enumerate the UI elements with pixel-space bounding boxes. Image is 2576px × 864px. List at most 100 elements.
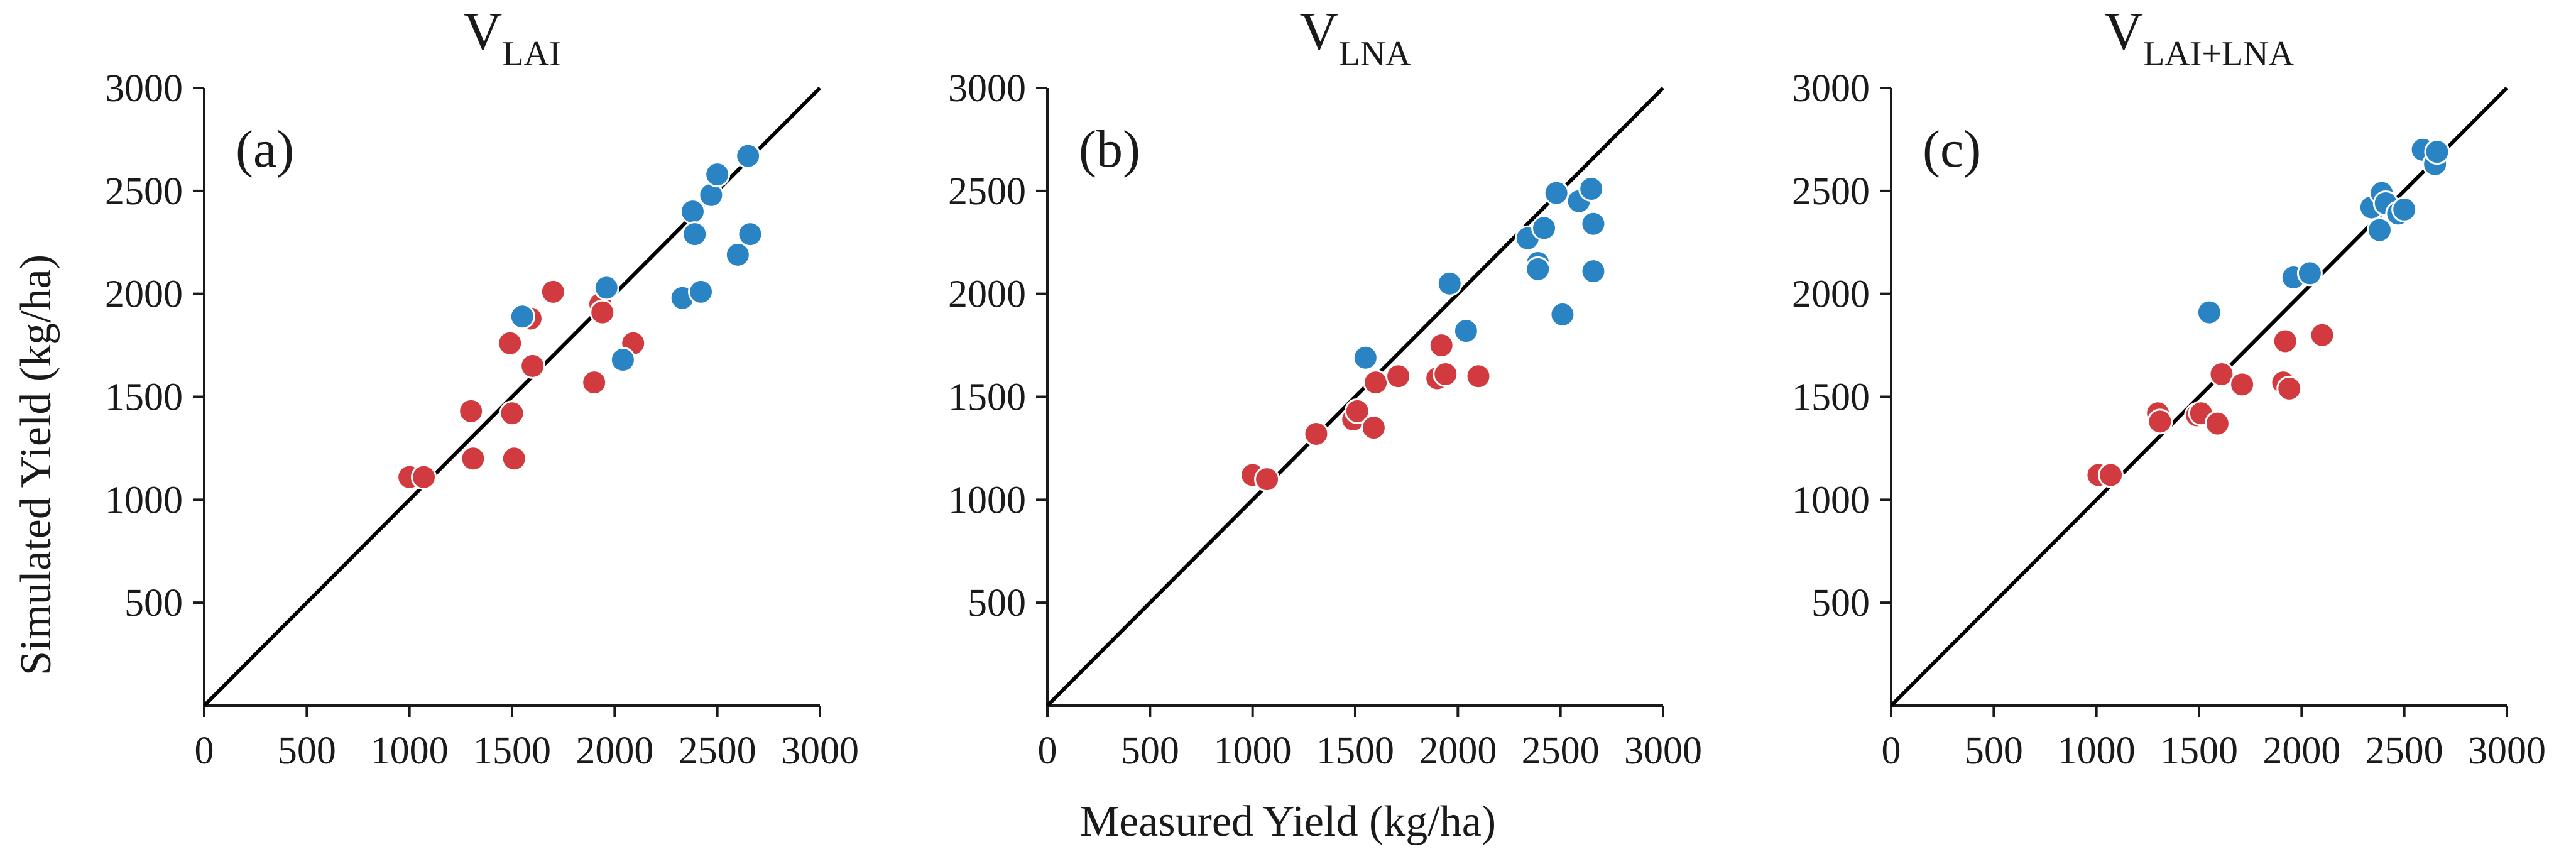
panel-label-c: (c) — [1923, 120, 1981, 178]
y-tick-label: 2500 — [105, 170, 183, 213]
panel-b: 0 500 1000 1500 2000 2500 3000 500 1000 1500 2000 2… — [948, 1, 1702, 772]
panel-title: VLAI+LNA — [2104, 1, 2295, 74]
x-tick-label: 3000 — [2468, 730, 2546, 772]
data-point-blue — [1531, 215, 1558, 241]
data-point-blue — [682, 221, 708, 248]
data-point-blue — [593, 275, 619, 301]
data-point-blue — [2366, 217, 2393, 243]
data-point-red — [520, 353, 546, 379]
data-point-blue — [737, 221, 763, 248]
y-tick-label: 1000 — [105, 479, 183, 522]
y-tick-label: 2000 — [948, 273, 1026, 316]
data-point-red — [460, 446, 486, 472]
data-point-red — [1465, 363, 1492, 390]
data-point-red — [1385, 363, 1412, 390]
one-to-one-line — [1889, 86, 2509, 708]
data-point-blue — [1436, 270, 1463, 297]
y-tick-label: 2000 — [1792, 273, 1870, 316]
y-tick-label: 1500 — [948, 376, 1026, 419]
y-tick-label: 500 — [968, 582, 1026, 625]
x-tick-label: 2000 — [2262, 730, 2340, 772]
data-point-red — [501, 446, 527, 472]
data-point-red — [2208, 361, 2235, 387]
panel-title-sub: LAI — [502, 35, 560, 74]
panel-label-b: (b) — [1079, 120, 1140, 178]
panel-title-main: V — [463, 1, 502, 61]
data-point-blue — [1453, 318, 1479, 344]
data-point-blue — [1525, 256, 1551, 282]
data-point-blue — [735, 143, 761, 169]
panel-title-main: V — [1299, 1, 1338, 61]
x-axis-title: Measured Yield (kg/ha) — [1080, 797, 1496, 846]
data-point-red — [1433, 361, 1459, 387]
panel-title-sub: LAI+LNA — [2143, 35, 2295, 74]
y-tick-label: 1000 — [948, 479, 1026, 522]
panel-c: 0 500 1000 1500 2000 2500 3000 500 1000 1500 2000 2… — [1792, 1, 2546, 772]
x-tick-label: 1000 — [1214, 730, 1292, 772]
data-point-blue — [509, 303, 535, 330]
x-tick-label: 1500 — [2160, 730, 2238, 772]
data-point-red — [411, 464, 437, 490]
panel-a: 0 500 1000 1500 2000 2500 3000 500 1000 1500 2000 2… — [105, 1, 859, 772]
panel-title: VLNA — [1299, 1, 1411, 74]
x-tick-label: 2500 — [2366, 730, 2443, 772]
x-tick-label: 1000 — [2058, 730, 2136, 772]
one-to-one-line — [1045, 86, 1665, 708]
data-point-blue — [2391, 196, 2418, 222]
data-point-blue — [1549, 301, 1576, 327]
data-point-blue — [724, 241, 751, 268]
x-tick-label: 0 — [1038, 730, 1057, 772]
x-tick-label: 0 — [195, 730, 214, 772]
y-tick-label: 2500 — [1792, 170, 1870, 213]
data-point-red — [540, 278, 566, 305]
panel-title-main: V — [2104, 1, 2143, 61]
data-point-red — [2098, 462, 2124, 488]
panel-label-a: (a) — [236, 120, 294, 178]
x-tick-label: 500 — [1121, 730, 1179, 772]
data-point-red — [458, 398, 484, 424]
y-tick-label: 2500 — [948, 170, 1026, 213]
y-tick-label: 1000 — [1792, 479, 1870, 522]
data-point-blue — [688, 278, 714, 305]
data-point-red — [2229, 371, 2256, 398]
data-point-blue — [2424, 139, 2450, 165]
y-tick-label: 1500 — [105, 376, 183, 419]
panel-title-sub: LNA — [1339, 35, 1412, 74]
data-point-blue — [1543, 180, 1569, 206]
data-point-blue — [609, 347, 636, 373]
data-point-red — [1344, 398, 1370, 424]
x-tick-label: 1500 — [1316, 730, 1394, 772]
data-point-red — [1254, 466, 1280, 493]
data-point-red — [2272, 328, 2298, 354]
data-point-red — [2276, 375, 2303, 402]
data-point-blue — [2296, 260, 2323, 287]
x-tick-label: 500 — [1965, 730, 2023, 772]
data-point-red — [1428, 332, 1454, 359]
x-tick-label: 2500 — [1522, 730, 1600, 772]
data-point-red — [581, 369, 608, 396]
x-tick-label: 2000 — [576, 730, 653, 772]
data-point-blue — [1578, 176, 1605, 202]
data-point-red — [2204, 410, 2230, 437]
data-point-blue — [2196, 299, 2222, 325]
x-tick-label: 500 — [278, 730, 336, 772]
data-point-blue — [1580, 258, 1607, 285]
x-tick-label: 3000 — [781, 730, 859, 772]
x-tick-label: 2000 — [1419, 730, 1497, 772]
y-tick-label: 500 — [124, 582, 183, 625]
data-point-blue — [1580, 211, 1607, 237]
panel-title: VLAI — [463, 1, 560, 74]
data-point-red — [499, 400, 525, 427]
data-point-red — [589, 299, 616, 325]
data-point-red — [1303, 420, 1329, 447]
data-point-blue — [679, 199, 706, 225]
y-tick-label: 2000 — [105, 273, 183, 316]
data-point-red — [1360, 415, 1387, 441]
data-point-blue — [1352, 344, 1378, 371]
data-point-red — [1363, 369, 1389, 396]
y-tick-label: 500 — [1811, 582, 1870, 625]
x-tick-label: 1500 — [473, 730, 551, 772]
x-tick-label: 1000 — [371, 730, 449, 772]
x-tick-label: 2500 — [679, 730, 756, 772]
